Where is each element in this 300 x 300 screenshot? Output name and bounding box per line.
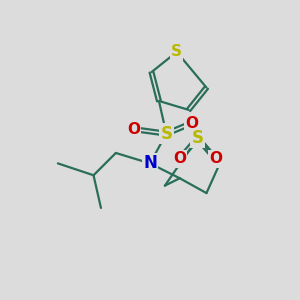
Text: O: O	[173, 152, 186, 166]
Text: S: S	[192, 129, 204, 147]
Text: N: N	[143, 154, 157, 172]
Text: O: O	[209, 152, 222, 166]
Text: O: O	[127, 122, 140, 137]
Text: S: S	[171, 44, 182, 59]
Text: S: S	[160, 125, 172, 143]
Text: O: O	[185, 116, 198, 131]
